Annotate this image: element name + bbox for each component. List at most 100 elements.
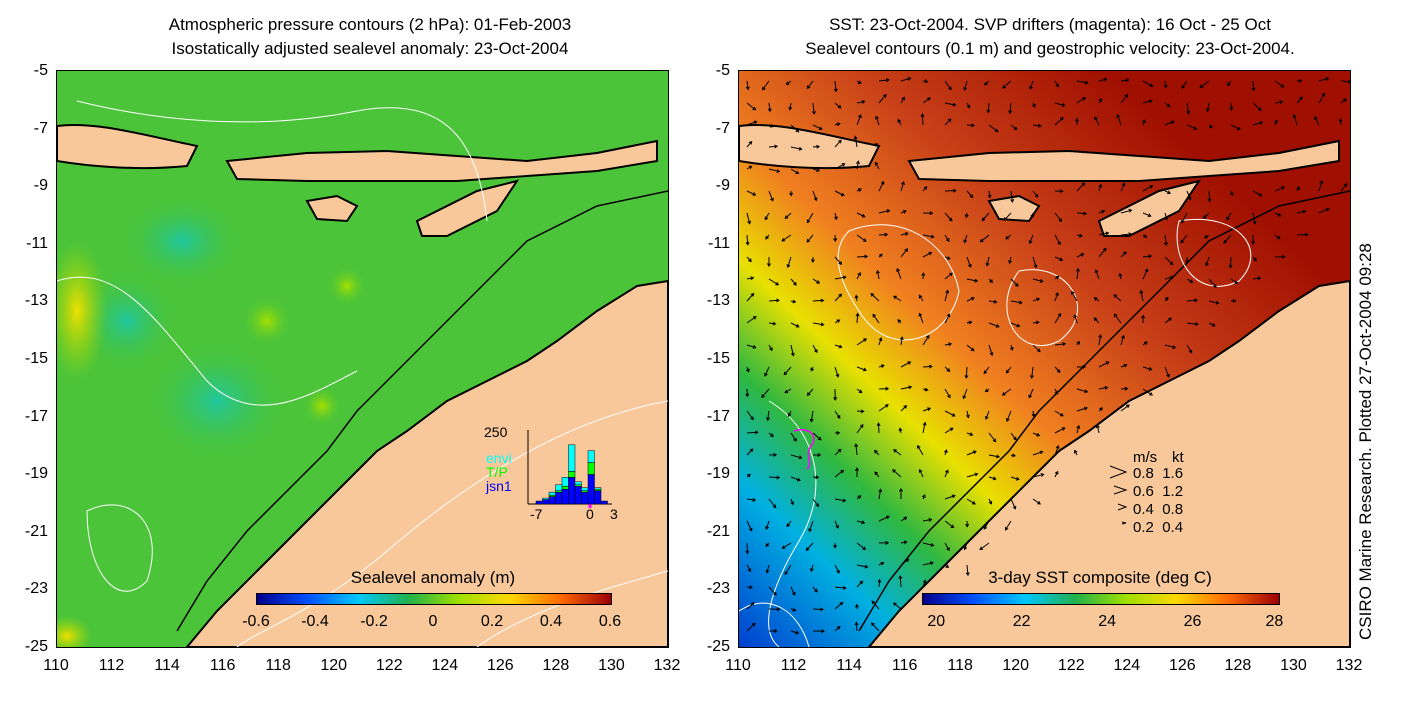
histogram-x-tick-right: 3 (610, 506, 618, 522)
velocity-arrow (790, 168, 800, 175)
velocity-arrow (1076, 80, 1089, 85)
left-x-tick-label: 130 (598, 657, 625, 674)
velocity-arrow (834, 585, 847, 590)
velocity-arrow (1208, 124, 1213, 129)
velocity-arrow (1252, 212, 1257, 225)
velocity-arrow (856, 272, 861, 280)
velocity-arrow (878, 93, 887, 104)
velocity-arrow (944, 313, 951, 324)
velocity-arrow (1252, 190, 1263, 197)
velocity-arrow (897, 118, 902, 126)
velocity-arrow (1006, 410, 1012, 422)
histogram-bar-jsn1 (594, 490, 602, 505)
velocity-arrow (1340, 79, 1350, 84)
velocity-arrow (1296, 96, 1303, 104)
velocity-arrow (1094, 269, 1100, 280)
velocity-arrow (900, 248, 908, 258)
left-y-tick-label: -23 (24, 580, 48, 598)
velocity-arrow (1031, 410, 1036, 418)
histogram-legend-tp: T/P (486, 464, 508, 480)
velocity-arrow (944, 564, 950, 568)
velocity-arrow (985, 256, 990, 267)
velocity-arrow (768, 123, 774, 128)
velocity-arrow (878, 540, 890, 545)
velocity-arrow (1054, 427, 1066, 434)
velocity-arrow (1318, 207, 1330, 214)
velocity-arrow (1032, 123, 1042, 128)
velocity-arrow (1314, 116, 1320, 126)
velocity-arrow (1098, 333, 1103, 346)
velocity-arrow (1120, 78, 1130, 83)
velocity-arrow (834, 601, 844, 610)
velocity-arrow (1163, 80, 1168, 89)
velocity-arrow (900, 516, 908, 522)
velocity-arrow (834, 410, 841, 419)
velocity-arrow (900, 404, 908, 412)
histogram-bar-tp (568, 471, 576, 478)
velocity-arrow (922, 334, 930, 346)
velocity-arrow (966, 410, 970, 419)
velocity-arrow (987, 190, 992, 199)
velocity-arrow (765, 542, 770, 547)
right-sumba-land (987, 194, 1041, 223)
velocity-arrow (874, 143, 880, 148)
velocity-arrow (1340, 183, 1348, 192)
right-colorbar (922, 593, 1280, 605)
left-colorbar-label: Sealevel anomaly (m) (350, 568, 516, 587)
velocity-arrow (898, 487, 903, 500)
velocity-arrow (1098, 209, 1106, 214)
velocity-arrow (790, 498, 795, 506)
velocity-arrow (1296, 78, 1303, 83)
velocity-arrow (878, 404, 889, 412)
velocity-arrow (1142, 366, 1153, 371)
right-x-tick-label: 114 (836, 657, 862, 674)
right-y-tick-label: -9 (715, 177, 730, 195)
right-x-tick-label: 128 (1224, 657, 1252, 674)
velocity-arrow (988, 476, 997, 481)
velocity-arrow (1005, 366, 1012, 374)
velocity-arrow (1008, 256, 1012, 265)
velocity-arrow (986, 102, 991, 114)
velocity-arrow (877, 578, 882, 588)
velocity-arrow (873, 449, 880, 456)
side-credit-note: CSIRO Marine Research. Plotted 27-Oct-20… (1356, 243, 1375, 640)
velocity-arrow (1274, 212, 1282, 217)
velocity-arrow (922, 234, 935, 239)
velocity-arrow (1098, 385, 1109, 390)
left-colorbar (256, 593, 612, 605)
velocity-arrow (1206, 102, 1210, 113)
left-pressure-contour (57, 276, 358, 406)
velocity-arrow (812, 322, 825, 327)
velocity-arrow (768, 607, 781, 612)
velocity-arrow (768, 344, 773, 352)
velocity-arrow (808, 520, 814, 533)
velocity-arrow (834, 469, 845, 478)
right-x-tick-label: 126 (1169, 657, 1196, 674)
velocity-arrow (878, 78, 890, 83)
velocity-arrow (834, 163, 846, 170)
velocity-arrow (963, 234, 968, 244)
left-pressure-contour (236, 400, 668, 647)
velocity-arrow (1120, 363, 1128, 368)
right-x-tick-label: 122 (1057, 657, 1085, 674)
velocity-arrow (1076, 340, 1080, 346)
velocity-arrow (1113, 294, 1122, 302)
left-java-land (57, 124, 199, 170)
velocity-arrow (746, 120, 758, 126)
velocity-arrow (921, 272, 926, 280)
velocity-arrow (988, 278, 994, 284)
velocity-arrow (856, 542, 867, 551)
velocity-arrow (790, 476, 801, 482)
left-pressure-contour (86, 504, 153, 592)
velocity-arrow (898, 575, 903, 588)
velocity-arrow (875, 269, 880, 280)
velocity-arrow (900, 209, 907, 214)
velocity-arrow (944, 272, 953, 280)
velocity-arrow (988, 322, 1000, 328)
right-x-tick-label: 130 (1280, 657, 1307, 674)
velocity-arrow (1180, 234, 1188, 244)
velocity-arrow (922, 494, 926, 500)
velocity-arrow (1164, 190, 1172, 195)
velocity-arrow (1032, 102, 1036, 108)
velocity-arrow (979, 234, 990, 243)
